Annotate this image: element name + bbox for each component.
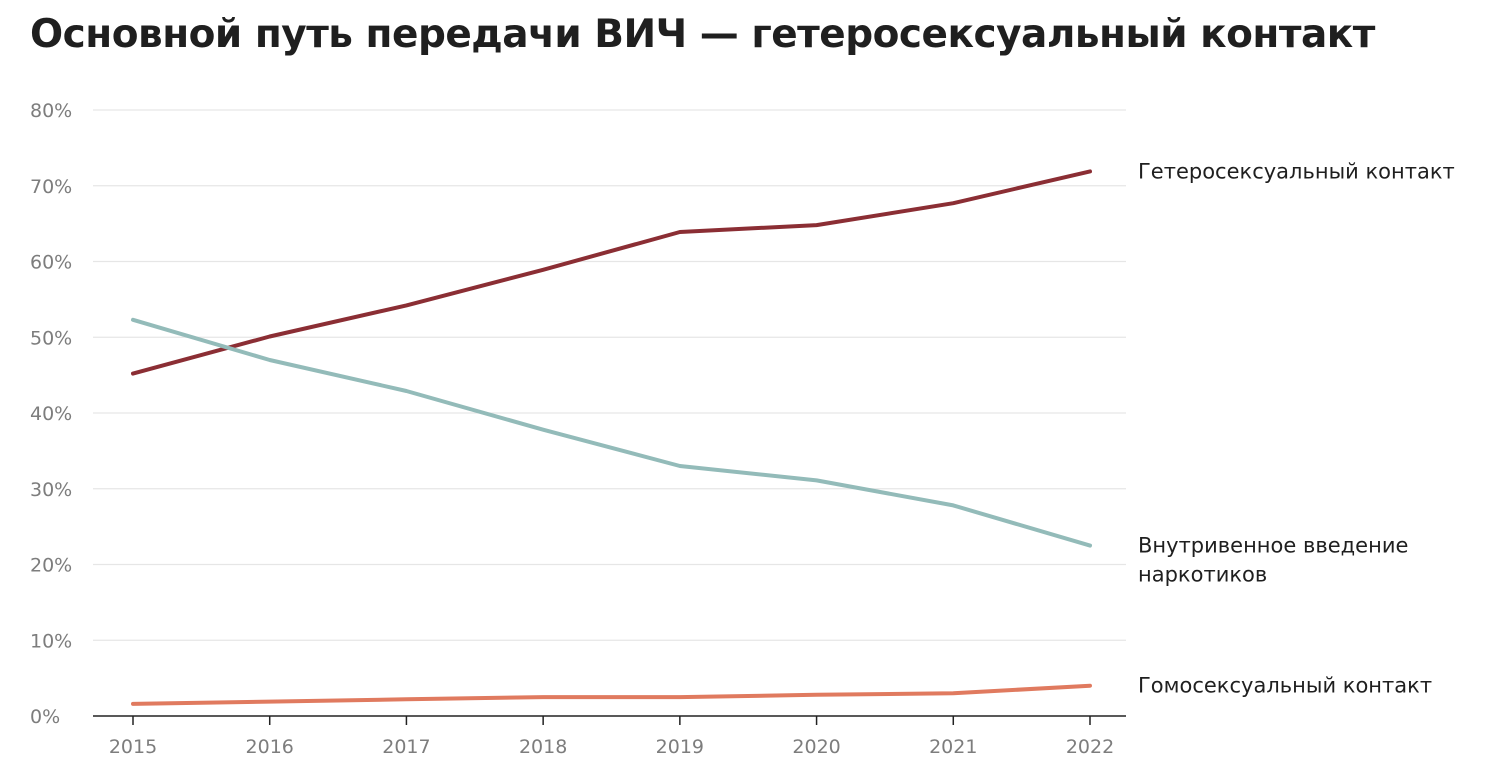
x-tick-label: 2021 — [929, 736, 977, 758]
x-tick-label: 2022 — [1066, 736, 1114, 758]
series-line-1 — [131, 317, 1092, 548]
x-tick-label: 2016 — [246, 736, 294, 758]
series-labels: Гетеросексуальный контакт Внутривенное вв… — [1138, 159, 1455, 697]
chart-title: Основной путь передачи ВИЧ — гетеросексу… — [30, 12, 1375, 57]
y-tick-label: 40% — [30, 403, 72, 425]
x-tick-label: 2015 — [109, 736, 157, 758]
y-tick-label: 60% — [30, 252, 72, 274]
y-tick-label: 10% — [30, 630, 72, 652]
series-line-2 — [131, 683, 1092, 706]
x-tick-label: 2018 — [519, 736, 567, 758]
y-tick-label: 70% — [30, 176, 72, 198]
x-tick-label: 2020 — [792, 736, 840, 758]
series-label: наркотиков — [1138, 563, 1267, 587]
y-tick-label: 20% — [30, 555, 72, 577]
x-tick-label: 2017 — [382, 736, 430, 758]
y-tick-label: 80% — [30, 100, 72, 122]
y-axis-ticks: 0% 10% 20% 30% 40% 50% 60% 70% 80% — [30, 100, 72, 728]
y-tick-label: 50% — [30, 327, 72, 349]
x-tick-label: 2019 — [656, 736, 704, 758]
y-tick-label: 0% — [30, 706, 60, 728]
series-lines — [131, 169, 1092, 706]
x-axis: 2015 2016 2017 2018 2019 2020 2021 2022 — [93, 715, 1126, 758]
series-label: Гетеросексуальный контакт — [1138, 159, 1455, 183]
y-tick-label: 30% — [30, 479, 72, 501]
series-line-0 — [131, 169, 1092, 376]
series-label: Внутривенное введение — [1138, 534, 1408, 558]
series-label: Гомосексуальный контакт — [1138, 674, 1432, 698]
gridlines — [93, 109, 1126, 641]
